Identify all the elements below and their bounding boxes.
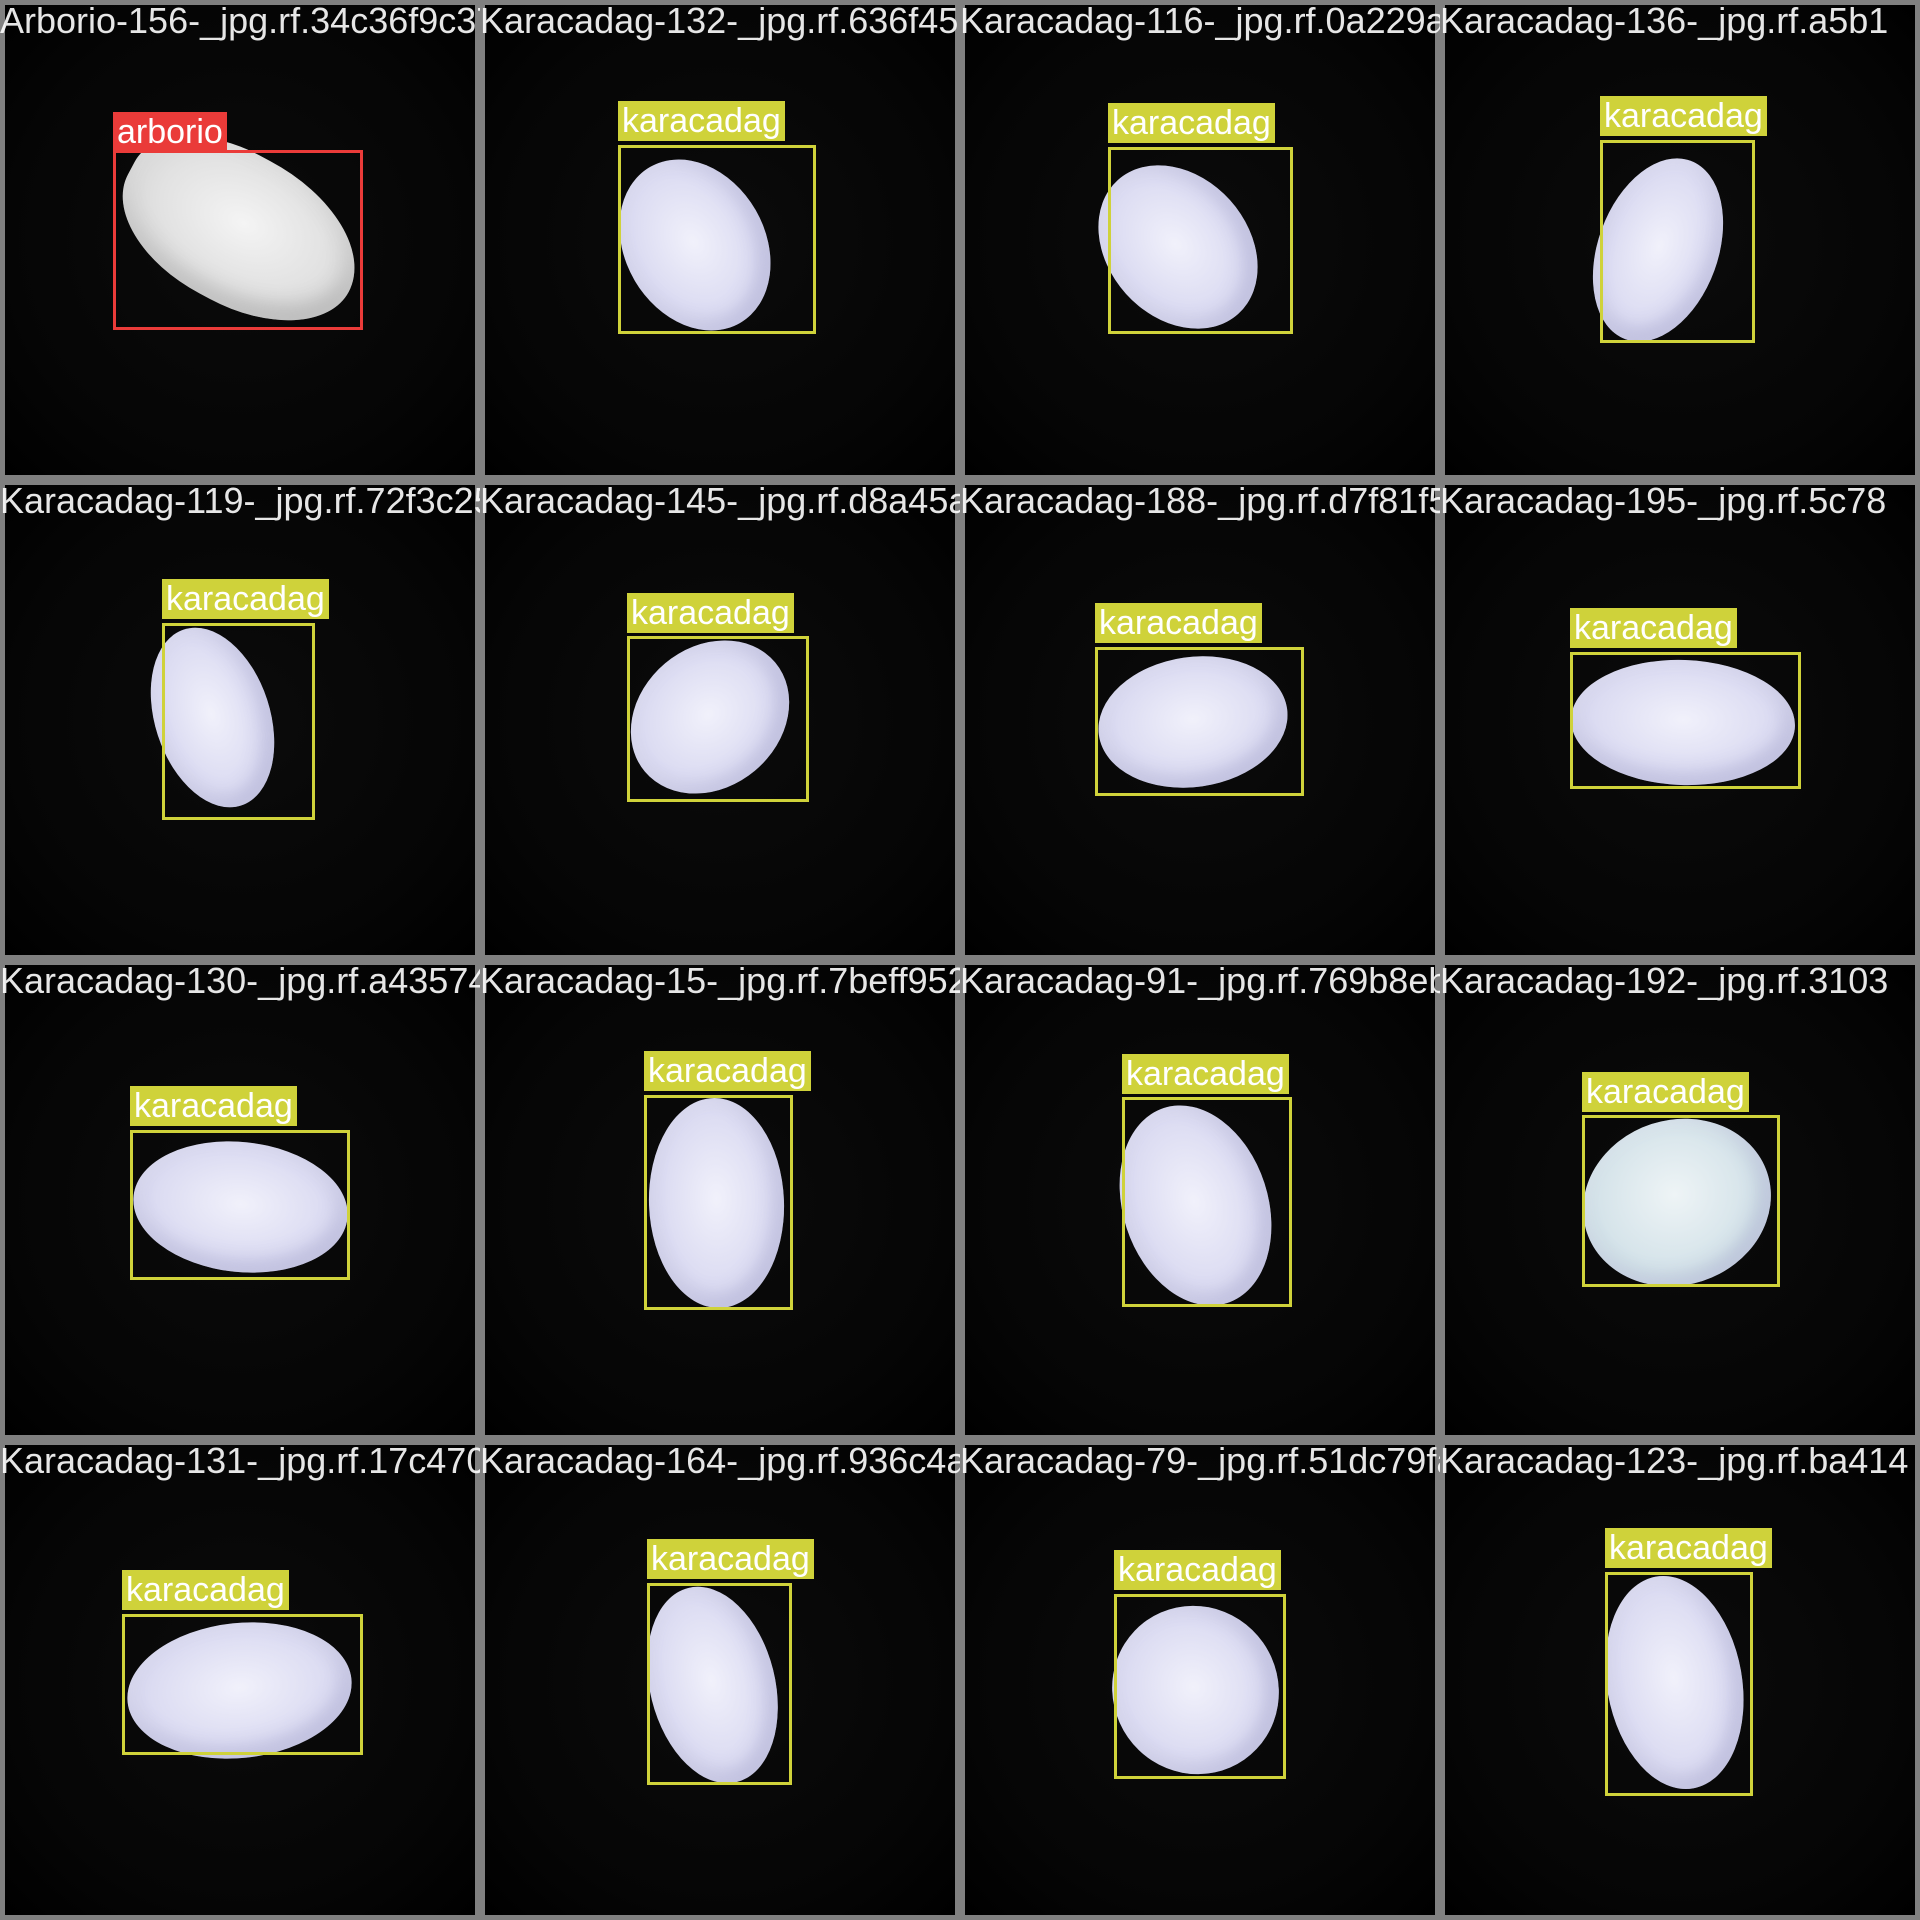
bounding-box bbox=[1570, 652, 1801, 789]
class-label: karacadag bbox=[647, 1539, 814, 1579]
image-tile: karacadag Karacadag-195-_jpg.rf.5c78 bbox=[1440, 480, 1920, 960]
class-label: arborio bbox=[113, 112, 227, 152]
class-label: karacadag bbox=[122, 1570, 289, 1610]
image-tile: karacadag Karacadag-79-_jpg.rf.51dc79fac… bbox=[960, 1440, 1675, 1920]
image-tile: karacadag Karacadag-192-_jpg.rf.3103 bbox=[1440, 960, 1920, 1440]
image-canvas: arborio bbox=[5, 5, 475, 475]
bounding-box bbox=[130, 1130, 350, 1280]
image-filename: Karacadag-195-_jpg.rf.5c78 bbox=[1440, 480, 1887, 521]
class-label: karacadag bbox=[1108, 103, 1275, 143]
bounding-box bbox=[618, 145, 816, 334]
class-label: karacadag bbox=[627, 593, 794, 633]
bounding-box bbox=[1582, 1115, 1780, 1287]
class-label: karacadag bbox=[1570, 608, 1737, 648]
image-tile: karacadag Karacadag-130-_jpg.rf.a435740d… bbox=[0, 960, 727, 1440]
image-tile: karacadag Karacadag-91-_jpg.rf.769b8ebf4… bbox=[960, 960, 1659, 1440]
image-canvas: karacadag bbox=[485, 965, 955, 1435]
image-tile: karacadag Karacadag-136-_jpg.rf.a5b1 bbox=[1440, 0, 1920, 480]
image-tile: karacadag Karacadag-131-_jpg.rf.17c470ba… bbox=[0, 1440, 726, 1920]
image-canvas: karacadag bbox=[5, 1445, 475, 1915]
class-label: karacadag bbox=[1600, 96, 1767, 136]
class-label: karacadag bbox=[644, 1051, 811, 1091]
bounding-box bbox=[122, 1614, 363, 1755]
image-tile: karacadag Karacadag-123-_jpg.rf.ba414 bbox=[1440, 1440, 1920, 1920]
image-tile: karacadag Karacadag-15-_jpg.rf.7beff9529… bbox=[480, 960, 1166, 1440]
image-canvas: karacadag bbox=[965, 1445, 1435, 1915]
image-tile: karacadag Karacadag-132-_jpg.rf.636f4520… bbox=[480, 0, 1179, 480]
image-canvas: karacadag bbox=[1445, 965, 1915, 1435]
class-label: karacadag bbox=[1114, 1550, 1281, 1590]
bounding-box bbox=[1600, 140, 1755, 343]
image-canvas: karacadag bbox=[965, 485, 1435, 955]
image-canvas: karacadag bbox=[5, 485, 475, 955]
image-tile: karacadag Karacadag-145-_jpg.rf.d8a45a17… bbox=[480, 480, 1207, 960]
image-tile: karacadag Karacadag-188-_jpg.rf.d7f81f56… bbox=[960, 480, 1657, 960]
image-canvas: karacadag bbox=[965, 5, 1435, 475]
bounding-box bbox=[1114, 1594, 1286, 1779]
image-filename: Karacadag-136-_jpg.rf.a5b1 bbox=[1440, 0, 1889, 41]
image-canvas: karacadag bbox=[1445, 5, 1915, 475]
image-canvas: karacadag bbox=[5, 965, 475, 1435]
image-canvas: karacadag bbox=[485, 1445, 955, 1915]
bounding-box bbox=[162, 623, 315, 820]
bounding-box bbox=[1122, 1097, 1292, 1307]
class-label: karacadag bbox=[618, 101, 785, 141]
image-canvas: karacadag bbox=[965, 965, 1435, 1435]
image-filename: Karacadag-192-_jpg.rf.3103 bbox=[1440, 960, 1889, 1001]
image-canvas: karacadag bbox=[1445, 485, 1915, 955]
class-label: karacadag bbox=[1605, 1528, 1772, 1568]
bounding-box bbox=[647, 1583, 792, 1785]
class-label: karacadag bbox=[1122, 1054, 1289, 1094]
bounding-box bbox=[1108, 147, 1293, 334]
image-canvas: karacadag bbox=[1445, 1445, 1915, 1915]
class-label: karacadag bbox=[130, 1086, 297, 1126]
bounding-box bbox=[113, 150, 363, 330]
bounding-box bbox=[627, 636, 809, 802]
image-canvas: karacadag bbox=[485, 5, 955, 475]
class-label: karacadag bbox=[1095, 603, 1262, 643]
image-tile: arborio Arborio-156-_jpg.rf.34c36f9c377f… bbox=[0, 0, 707, 480]
image-canvas: karacadag bbox=[485, 485, 955, 955]
class-label: karacadag bbox=[1582, 1072, 1749, 1112]
class-label: karacadag bbox=[162, 579, 329, 619]
bounding-box bbox=[1095, 647, 1304, 796]
image-tile: karacadag Karacadag-116-_jpg.rf.0a229a37… bbox=[960, 0, 1706, 480]
bounding-box bbox=[644, 1095, 793, 1310]
image-tile: karacadag Karacadag-164-_jpg.rf.936c4a4a… bbox=[480, 1440, 1205, 1920]
bounding-box bbox=[1605, 1572, 1753, 1796]
image-tile: karacadag Karacadag-119-_jpg.rf.72f3c253… bbox=[0, 480, 712, 960]
image-filename: Karacadag-123-_jpg.rf.ba414 bbox=[1440, 1440, 1909, 1481]
